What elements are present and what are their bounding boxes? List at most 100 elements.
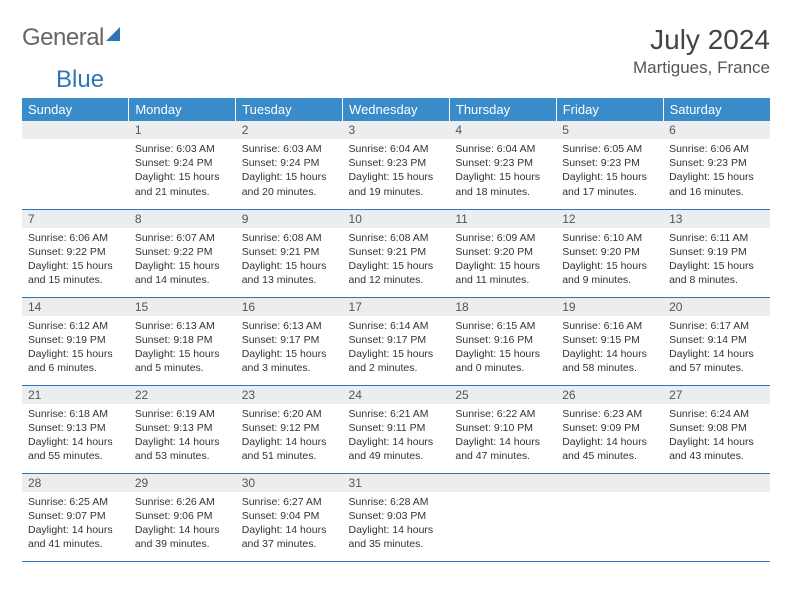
calendar-day-cell: 1Sunrise: 6:03 AMSunset: 9:24 PMDaylight… <box>129 121 236 209</box>
day-detail-line: Sunrise: 6:14 AM <box>349 319 444 333</box>
day-number: 7 <box>22 210 129 228</box>
day-details <box>22 139 129 199</box>
day-detail-line: Sunset: 9:14 PM <box>669 333 764 347</box>
day-detail-line: Sunrise: 6:22 AM <box>455 407 550 421</box>
calendar-empty-cell <box>449 473 556 561</box>
day-detail-line: Daylight: 15 hours <box>455 170 550 184</box>
day-detail-line: Sunset: 9:11 PM <box>349 421 444 435</box>
day-detail-line: Sunrise: 6:28 AM <box>349 495 444 509</box>
day-detail-line: Daylight: 15 hours <box>349 259 444 273</box>
day-detail-line: Daylight: 14 hours <box>562 435 657 449</box>
day-detail-line: and 35 minutes. <box>349 537 444 551</box>
weekday-header: Tuesday <box>236 98 343 121</box>
logo-text-1: General <box>22 24 104 52</box>
day-detail-line: and 17 minutes. <box>562 185 657 199</box>
day-detail-line: Sunset: 9:03 PM <box>349 509 444 523</box>
calendar-day-cell: 11Sunrise: 6:09 AMSunset: 9:20 PMDayligh… <box>449 209 556 297</box>
calendar-day-cell: 16Sunrise: 6:13 AMSunset: 9:17 PMDayligh… <box>236 297 343 385</box>
day-number: 9 <box>236 210 343 228</box>
day-number: 15 <box>129 298 236 316</box>
day-details: Sunrise: 6:05 AMSunset: 9:23 PMDaylight:… <box>556 139 663 203</box>
day-number: 16 <box>236 298 343 316</box>
day-detail-line: Sunrise: 6:16 AM <box>562 319 657 333</box>
weekday-row: SundayMondayTuesdayWednesdayThursdayFrid… <box>22 98 770 121</box>
calendar-empty-cell <box>556 473 663 561</box>
calendar-day-cell: 25Sunrise: 6:22 AMSunset: 9:10 PMDayligh… <box>449 385 556 473</box>
day-detail-line: Daylight: 14 hours <box>242 523 337 537</box>
day-details: Sunrise: 6:13 AMSunset: 9:18 PMDaylight:… <box>129 316 236 380</box>
day-detail-line: Sunrise: 6:26 AM <box>135 495 230 509</box>
day-details: Sunrise: 6:04 AMSunset: 9:23 PMDaylight:… <box>343 139 450 203</box>
calendar-day-cell: 14Sunrise: 6:12 AMSunset: 9:19 PMDayligh… <box>22 297 129 385</box>
day-detail-line: Daylight: 15 hours <box>562 170 657 184</box>
calendar-week-row: 1Sunrise: 6:03 AMSunset: 9:24 PMDaylight… <box>22 121 770 209</box>
day-detail-line: and 5 minutes. <box>135 361 230 375</box>
day-detail-line: Sunrise: 6:04 AM <box>455 142 550 156</box>
day-details: Sunrise: 6:12 AMSunset: 9:19 PMDaylight:… <box>22 316 129 380</box>
day-number: 14 <box>22 298 129 316</box>
calendar-day-cell: 15Sunrise: 6:13 AMSunset: 9:18 PMDayligh… <box>129 297 236 385</box>
day-detail-line: and 13 minutes. <box>242 273 337 287</box>
logo-triangle-icon <box>106 27 120 41</box>
day-detail-line: Sunrise: 6:08 AM <box>242 231 337 245</box>
weekday-header: Wednesday <box>343 98 450 121</box>
day-detail-line: Sunrise: 6:25 AM <box>28 495 123 509</box>
day-detail-line: Daylight: 15 hours <box>349 347 444 361</box>
calendar-day-cell: 3Sunrise: 6:04 AMSunset: 9:23 PMDaylight… <box>343 121 450 209</box>
day-detail-line: and 49 minutes. <box>349 449 444 463</box>
day-detail-line: Sunrise: 6:18 AM <box>28 407 123 421</box>
day-number: 10 <box>343 210 450 228</box>
day-detail-line: and 39 minutes. <box>135 537 230 551</box>
day-number: 1 <box>129 121 236 139</box>
day-detail-line: Daylight: 14 hours <box>28 435 123 449</box>
day-number: 24 <box>343 386 450 404</box>
day-detail-line: Sunset: 9:19 PM <box>669 245 764 259</box>
day-detail-line: Sunset: 9:21 PM <box>349 245 444 259</box>
weekday-header: Thursday <box>449 98 556 121</box>
day-detail-line: Sunset: 9:19 PM <box>28 333 123 347</box>
day-number: 11 <box>449 210 556 228</box>
day-details: Sunrise: 6:26 AMSunset: 9:06 PMDaylight:… <box>129 492 236 556</box>
day-number: 5 <box>556 121 663 139</box>
day-details: Sunrise: 6:11 AMSunset: 9:19 PMDaylight:… <box>663 228 770 292</box>
day-detail-line: Daylight: 14 hours <box>562 347 657 361</box>
day-detail-line: and 20 minutes. <box>242 185 337 199</box>
day-detail-line: Sunset: 9:23 PM <box>349 156 444 170</box>
day-details: Sunrise: 6:03 AMSunset: 9:24 PMDaylight:… <box>236 139 343 203</box>
day-details: Sunrise: 6:08 AMSunset: 9:21 PMDaylight:… <box>236 228 343 292</box>
day-number: 20 <box>663 298 770 316</box>
day-detail-line: Daylight: 14 hours <box>242 435 337 449</box>
day-number <box>449 474 556 492</box>
day-details: Sunrise: 6:04 AMSunset: 9:23 PMDaylight:… <box>449 139 556 203</box>
day-detail-line: Daylight: 14 hours <box>349 435 444 449</box>
day-detail-line: Sunset: 9:16 PM <box>455 333 550 347</box>
day-detail-line: Sunset: 9:24 PM <box>242 156 337 170</box>
calendar-day-cell: 6Sunrise: 6:06 AMSunset: 9:23 PMDaylight… <box>663 121 770 209</box>
calendar-day-cell: 22Sunrise: 6:19 AMSunset: 9:13 PMDayligh… <box>129 385 236 473</box>
day-detail-line: Sunrise: 6:05 AM <box>562 142 657 156</box>
calendar-week-row: 7Sunrise: 6:06 AMSunset: 9:22 PMDaylight… <box>22 209 770 297</box>
calendar-day-cell: 31Sunrise: 6:28 AMSunset: 9:03 PMDayligh… <box>343 473 450 561</box>
day-details: Sunrise: 6:28 AMSunset: 9:03 PMDaylight:… <box>343 492 450 556</box>
day-detail-line: and 43 minutes. <box>669 449 764 463</box>
day-detail-line: Sunrise: 6:03 AM <box>135 142 230 156</box>
day-detail-line: Daylight: 15 hours <box>242 347 337 361</box>
day-detail-line: Daylight: 15 hours <box>455 347 550 361</box>
calendar-head: SundayMondayTuesdayWednesdayThursdayFrid… <box>22 98 770 121</box>
day-number: 29 <box>129 474 236 492</box>
weekday-header: Friday <box>556 98 663 121</box>
day-detail-line: Sunrise: 6:11 AM <box>669 231 764 245</box>
day-detail-line: Sunset: 9:20 PM <box>562 245 657 259</box>
day-detail-line: Sunrise: 6:13 AM <box>135 319 230 333</box>
day-detail-line: Sunset: 9:18 PM <box>135 333 230 347</box>
day-details: Sunrise: 6:09 AMSunset: 9:20 PMDaylight:… <box>449 228 556 292</box>
day-detail-line: Sunset: 9:24 PM <box>135 156 230 170</box>
day-detail-line: and 15 minutes. <box>28 273 123 287</box>
day-details: Sunrise: 6:14 AMSunset: 9:17 PMDaylight:… <box>343 316 450 380</box>
day-details: Sunrise: 6:17 AMSunset: 9:14 PMDaylight:… <box>663 316 770 380</box>
day-detail-line: and 51 minutes. <box>242 449 337 463</box>
calendar-body: 1Sunrise: 6:03 AMSunset: 9:24 PMDaylight… <box>22 121 770 561</box>
day-detail-line: Daylight: 14 hours <box>669 347 764 361</box>
day-number: 23 <box>236 386 343 404</box>
day-detail-line: Daylight: 15 hours <box>669 259 764 273</box>
